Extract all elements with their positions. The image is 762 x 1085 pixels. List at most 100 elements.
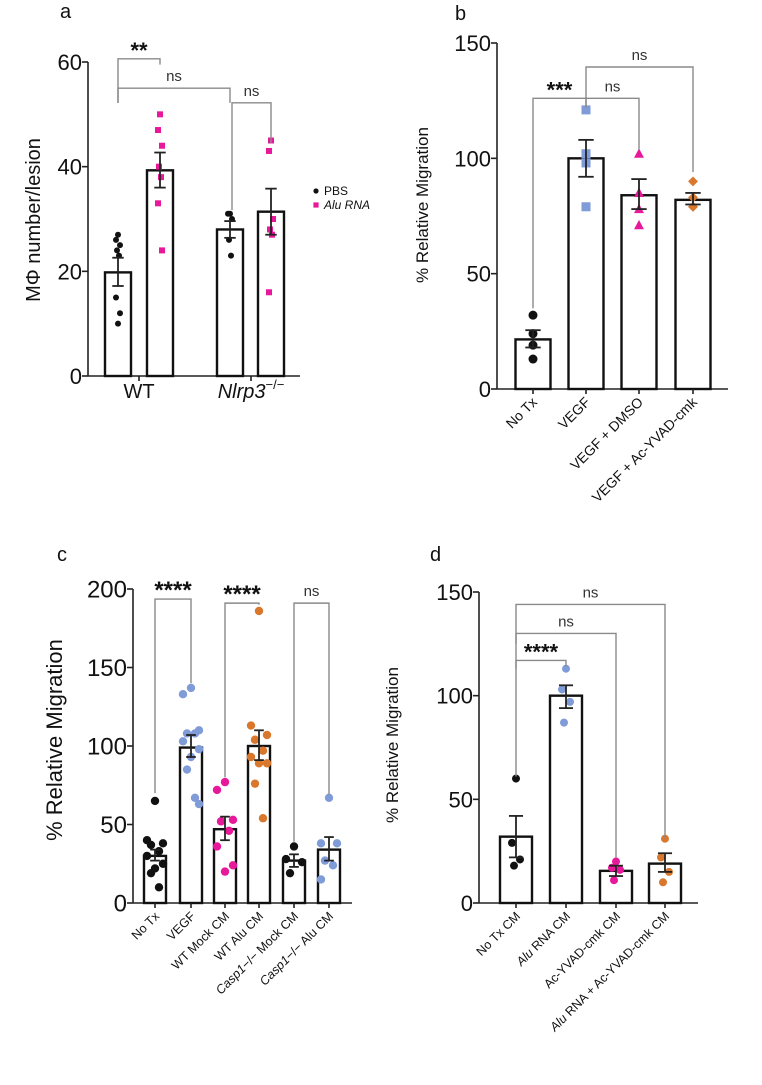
y-tick-label: 100	[87, 734, 127, 761]
data-point-circle	[117, 242, 123, 249]
panel-a: a MΦ number/lesion 0 20 40 60 WT Nlrp3−/− PBSAlu…	[23, 1, 370, 403]
data-point-circle	[246, 752, 256, 762]
y-tick-label: 0	[114, 891, 127, 918]
legend-label: Alu RNA	[323, 198, 370, 212]
data-point-circle	[154, 846, 164, 856]
data-point-circle	[528, 354, 538, 364]
data-point-circle	[332, 839, 342, 848]
significance-label: ns	[583, 584, 599, 601]
panel-b: b % Relative Migration 0 50 100 150 No Tx VEGFV…	[413, 3, 728, 505]
data-point-circle	[113, 294, 119, 301]
data-point-circle	[117, 310, 123, 317]
x-tick-label: No Tx	[503, 394, 541, 432]
data-point-circle	[313, 188, 319, 194]
data-point-circle	[154, 883, 164, 892]
panel-letter: a	[60, 1, 72, 23]
data-point-circle	[610, 876, 618, 885]
data-point-square	[159, 142, 165, 149]
category-name: Nlrp3	[218, 381, 266, 403]
x-tick-label: WT	[123, 381, 154, 403]
y-axis-label: % Relative Migration	[42, 639, 67, 841]
x-tick-label: Nlrp3−/−	[218, 377, 285, 403]
significance-label: ns	[244, 83, 260, 100]
x-tick-label: VEGF + Ac-YVAD-cmk	[589, 393, 701, 505]
data-point-circle	[512, 774, 520, 783]
significance-label: ****	[524, 639, 559, 664]
data-point-circle	[158, 859, 168, 868]
x-tick-label: No Tx	[129, 909, 163, 943]
panel-letter: d	[430, 544, 441, 566]
y-tick-label: 40	[58, 155, 82, 180]
data-point-circle	[560, 718, 568, 727]
y-tick-label: 20	[58, 259, 82, 284]
data-point-circle	[328, 861, 338, 870]
significance-bracket	[585, 97, 640, 151]
data-point-circle	[224, 826, 234, 835]
data-point-circle	[254, 606, 264, 616]
data-point-circle	[190, 729, 200, 738]
data-point-circle	[558, 685, 566, 694]
y-tick-label: 150	[436, 580, 473, 605]
data-point-triangle	[634, 219, 644, 230]
y-axis-label: % Relative Migration	[413, 127, 432, 283]
data-point-circle	[258, 814, 268, 823]
data-point-circle	[657, 853, 665, 862]
bar	[567, 157, 605, 391]
data-point-square	[159, 247, 165, 254]
data-point-circle	[178, 737, 188, 746]
data-point-circle	[316, 839, 326, 848]
legend-label: PBS	[324, 184, 348, 198]
data-point-circle	[508, 838, 516, 847]
data-point-circle	[216, 817, 226, 826]
data-point-circle	[220, 777, 230, 787]
label-plain-part: RNA CM	[526, 909, 573, 956]
data-point-circle	[566, 697, 574, 706]
data-point-circle	[281, 854, 291, 864]
data-point-circle	[510, 861, 518, 870]
significance-bracket	[117, 87, 231, 103]
significance-bracket	[293, 602, 330, 842]
x-tick-label: No Tx CM	[474, 909, 524, 959]
significance-bracket	[585, 66, 694, 173]
data-point-circle	[115, 320, 121, 327]
data-point-circle	[297, 857, 307, 867]
data-point-circle	[285, 868, 295, 878]
bar	[215, 228, 245, 378]
significance-bracket	[515, 603, 666, 839]
data-point-circle	[250, 735, 260, 744]
data-point-circle	[528, 310, 538, 320]
bar	[246, 744, 272, 905]
y-tick-label: 200	[87, 577, 127, 604]
data-point-square	[313, 202, 319, 208]
data-point-circle	[190, 793, 200, 803]
data-point-circle	[194, 799, 204, 809]
y-tick-label: 150	[87, 655, 127, 682]
data-point-circle	[146, 868, 156, 878]
significance-label: **	[130, 38, 148, 63]
y-tick-label: 100	[436, 684, 473, 709]
panel-letter: b	[455, 3, 466, 25]
data-point-triangle	[634, 148, 644, 158]
data-point-circle	[262, 730, 272, 740]
data-point-square	[266, 147, 272, 154]
category-name: WT	[123, 381, 154, 403]
data-point-circle	[316, 875, 326, 884]
x-tick-label: VEGF	[555, 394, 593, 432]
data-point-square	[581, 105, 591, 115]
y-tick-label: 150	[454, 31, 491, 56]
significance-label: ****	[223, 581, 261, 608]
y-tick-label: 50	[467, 262, 491, 287]
y-tick-label: 0	[70, 364, 82, 389]
data-point-circle	[262, 759, 272, 768]
data-point-square	[155, 127, 161, 134]
data-point-circle	[225, 210, 231, 217]
y-tick-label: 0	[461, 891, 473, 916]
data-point-circle	[113, 236, 119, 243]
significance-bracket	[117, 58, 161, 103]
data-point-circle	[616, 865, 624, 874]
data-point-circle	[115, 231, 121, 238]
data-point-circle	[158, 839, 168, 848]
